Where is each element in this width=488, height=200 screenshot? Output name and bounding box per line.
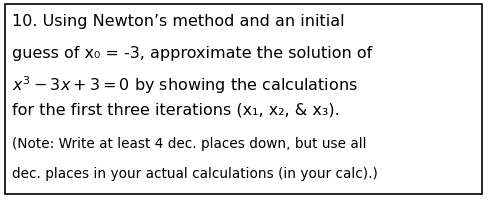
Text: for the first three iterations (x₁, x₂, & x₃).: for the first three iterations (x₁, x₂, … bbox=[12, 102, 340, 117]
Text: (Note: Write at least 4 dec. places down, but use all: (Note: Write at least 4 dec. places down… bbox=[12, 136, 366, 150]
Text: guess of x₀ = -3, approximate the solution of: guess of x₀ = -3, approximate the soluti… bbox=[12, 46, 372, 61]
Text: 10. Using Newton’s method and an initial: 10. Using Newton’s method and an initial bbox=[12, 14, 345, 29]
Text: $x^3 - 3x + 3 = 0$ by showing the calculations: $x^3 - 3x + 3 = 0$ by showing the calcul… bbox=[12, 74, 358, 96]
Text: dec. places in your actual calculations (in your calc).): dec. places in your actual calculations … bbox=[12, 166, 378, 180]
